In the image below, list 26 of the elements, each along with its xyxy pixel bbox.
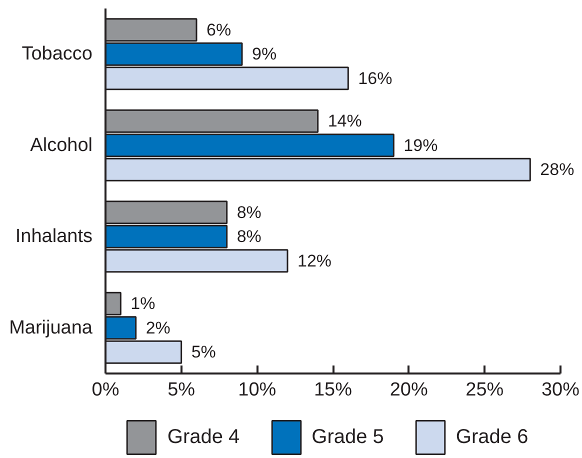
data-label: 14%: [328, 112, 362, 131]
data-label: 28%: [540, 160, 574, 180]
x-tick-label: 10%: [238, 380, 276, 400]
y-tick-label: Marijuana: [9, 317, 93, 338]
y-tick-label: Inhalants: [15, 226, 93, 248]
y-tick-label: Alcohol: [30, 134, 93, 156]
data-label: 1%: [130, 294, 156, 314]
legend-label: Grade 4: [167, 426, 240, 448]
data-label: 8%: [236, 202, 262, 222]
x-tick-label: 20%: [390, 380, 428, 400]
data-label: 6%: [206, 20, 232, 40]
legend-label: Grade 6: [456, 426, 528, 448]
data-label: 5%: [191, 342, 216, 362]
data-label: 19%: [404, 136, 438, 155]
data-label: 9%: [252, 44, 277, 64]
data-label: 2%: [146, 318, 170, 338]
x-tick-label: 0%: [92, 380, 120, 400]
data-label: 8%: [236, 227, 262, 246]
legend-label: Grade 5: [312, 426, 384, 448]
x-tick-label: 25%: [466, 380, 504, 400]
data-label: 16%: [358, 68, 392, 88]
x-tick-label: 15%: [314, 380, 352, 400]
x-tick-label: 5%: [168, 380, 196, 400]
data-label: 12%: [298, 251, 332, 270]
x-tick-label: 30%: [541, 380, 580, 400]
y-tick-label: Tobacco: [22, 44, 93, 65]
